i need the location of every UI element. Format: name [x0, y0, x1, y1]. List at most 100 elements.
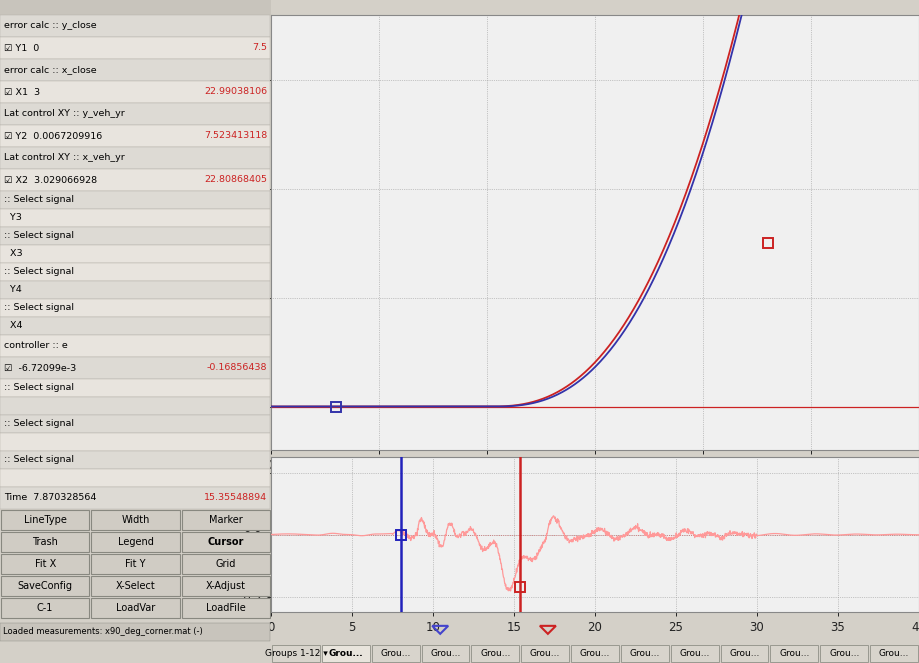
Text: ☑  -6.72099e-3: ☑ -6.72099e-3 [4, 363, 76, 373]
FancyBboxPatch shape [322, 644, 369, 662]
FancyBboxPatch shape [0, 335, 270, 357]
Text: controller :: e: controller :: e [4, 341, 68, 351]
Text: LoadVar: LoadVar [116, 603, 155, 613]
FancyBboxPatch shape [0, 281, 270, 299]
Text: Grou...: Grou... [779, 649, 810, 658]
Text: Grou...: Grou... [530, 649, 561, 658]
FancyBboxPatch shape [0, 147, 270, 169]
FancyBboxPatch shape [182, 576, 270, 596]
Text: Trash: Trash [32, 537, 58, 547]
FancyBboxPatch shape [0, 227, 270, 245]
FancyBboxPatch shape [0, 15, 270, 37]
Text: C-1: C-1 [37, 603, 53, 613]
FancyBboxPatch shape [0, 317, 270, 335]
Text: ☑ Y1  0: ☑ Y1 0 [4, 44, 40, 52]
Text: X-Adjust: X-Adjust [206, 581, 246, 591]
Text: Grou...: Grou... [380, 649, 411, 658]
FancyBboxPatch shape [91, 576, 180, 596]
Text: Grou...: Grou... [430, 649, 460, 658]
FancyBboxPatch shape [371, 644, 420, 662]
Text: Time  7.870328564: Time 7.870328564 [4, 493, 96, 503]
Text: :: Select signal: :: Select signal [4, 304, 74, 312]
FancyBboxPatch shape [0, 125, 270, 147]
FancyBboxPatch shape [272, 644, 320, 662]
Text: Grou...: Grou... [829, 649, 859, 658]
Text: Grou...: Grou... [730, 649, 760, 658]
Text: LineType: LineType [24, 515, 66, 525]
Text: :: Select signal: :: Select signal [4, 455, 74, 465]
Text: :: Select signal: :: Select signal [4, 196, 74, 204]
FancyBboxPatch shape [91, 598, 180, 618]
Text: X3: X3 [4, 249, 23, 259]
Text: X4: X4 [4, 322, 22, 330]
FancyBboxPatch shape [0, 357, 270, 379]
Text: X-Select: X-Select [116, 581, 155, 591]
Text: Marker: Marker [209, 515, 243, 525]
FancyBboxPatch shape [91, 510, 180, 530]
Text: 7.523413118: 7.523413118 [204, 131, 267, 141]
Text: Y3: Y3 [4, 213, 22, 223]
FancyBboxPatch shape [0, 103, 270, 125]
FancyBboxPatch shape [0, 81, 270, 103]
Text: Width: Width [121, 515, 150, 525]
FancyBboxPatch shape [571, 644, 618, 662]
FancyBboxPatch shape [621, 644, 669, 662]
FancyBboxPatch shape [0, 191, 270, 209]
Text: Groups 1-12 ▾: Groups 1-12 ▾ [265, 649, 327, 658]
Text: Grou...: Grou... [328, 649, 363, 658]
Text: 22.99038106: 22.99038106 [204, 88, 267, 97]
FancyBboxPatch shape [422, 644, 470, 662]
FancyBboxPatch shape [91, 532, 180, 552]
Text: 22.80868405: 22.80868405 [204, 176, 267, 184]
Text: Grou...: Grou... [630, 649, 660, 658]
FancyBboxPatch shape [671, 644, 719, 662]
Text: Loaded measurements: x90_deg_corner.mat (-): Loaded measurements: x90_deg_corner.mat … [3, 627, 203, 636]
Text: error calc :: y_close: error calc :: y_close [4, 21, 96, 30]
Text: Legend: Legend [118, 537, 153, 547]
Text: LoadFile: LoadFile [206, 603, 245, 613]
Text: ☑ X2  3.029066928: ☑ X2 3.029066928 [4, 176, 97, 184]
FancyBboxPatch shape [0, 59, 270, 81]
FancyBboxPatch shape [0, 379, 270, 397]
FancyBboxPatch shape [0, 469, 270, 487]
FancyBboxPatch shape [0, 37, 270, 59]
Text: Y4: Y4 [4, 286, 22, 294]
Text: Grou...: Grou... [879, 649, 909, 658]
Text: error calc :: x_close: error calc :: x_close [4, 66, 96, 74]
FancyBboxPatch shape [0, 623, 270, 641]
Text: 15.35548894: 15.35548894 [204, 493, 267, 503]
Text: Lat control XY :: y_veh_yr: Lat control XY :: y_veh_yr [4, 109, 125, 119]
Text: Grou...: Grou... [679, 649, 709, 658]
FancyBboxPatch shape [182, 510, 270, 530]
Text: Grid: Grid [216, 559, 236, 569]
Text: :: Select signal: :: Select signal [4, 420, 74, 428]
FancyBboxPatch shape [1, 576, 89, 596]
FancyBboxPatch shape [0, 433, 270, 451]
FancyBboxPatch shape [0, 0, 271, 15]
FancyBboxPatch shape [471, 644, 519, 662]
FancyBboxPatch shape [0, 487, 270, 509]
Text: :: Select signal: :: Select signal [4, 231, 74, 241]
FancyBboxPatch shape [1, 510, 89, 530]
FancyBboxPatch shape [182, 598, 270, 618]
Text: :: Select signal: :: Select signal [4, 383, 74, 392]
FancyBboxPatch shape [0, 415, 270, 433]
FancyBboxPatch shape [870, 644, 918, 662]
FancyBboxPatch shape [720, 644, 768, 662]
FancyBboxPatch shape [1, 532, 89, 552]
FancyBboxPatch shape [1, 554, 89, 574]
Text: Lat control XY :: x_veh_yr: Lat control XY :: x_veh_yr [4, 154, 125, 162]
FancyBboxPatch shape [0, 397, 270, 415]
Text: ☑ Y2  0.0067209916: ☑ Y2 0.0067209916 [4, 131, 102, 141]
FancyBboxPatch shape [0, 451, 270, 469]
Text: ☑ X1  3: ☑ X1 3 [4, 88, 40, 97]
Text: :: Select signal: :: Select signal [4, 267, 74, 276]
FancyBboxPatch shape [0, 209, 270, 227]
Text: Cursor: Cursor [208, 537, 244, 547]
FancyBboxPatch shape [0, 245, 270, 263]
Text: Grou...: Grou... [580, 649, 610, 658]
FancyBboxPatch shape [821, 644, 868, 662]
FancyBboxPatch shape [182, 532, 270, 552]
FancyBboxPatch shape [91, 554, 180, 574]
Text: Fit Y: Fit Y [125, 559, 146, 569]
